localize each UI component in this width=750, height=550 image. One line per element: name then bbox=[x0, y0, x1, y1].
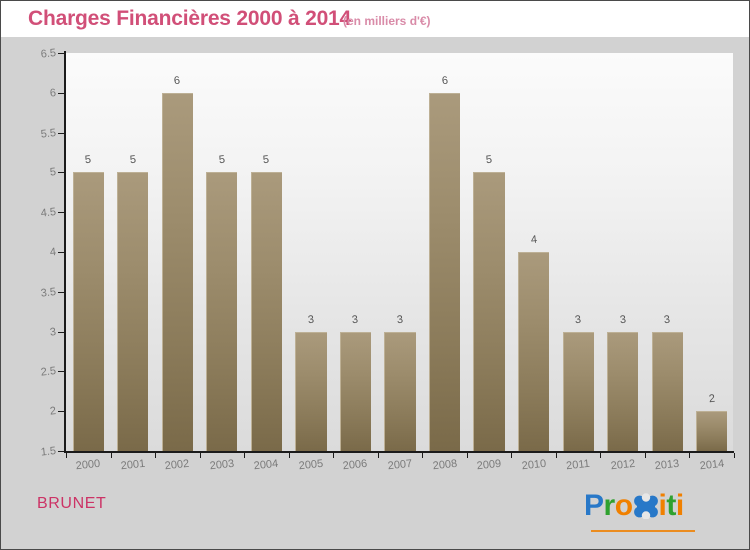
bar[interactable] bbox=[518, 252, 550, 451]
page-title: Charges Financières 2000 à 2014 bbox=[28, 7, 352, 30]
x-axis-tick-label: 2011 bbox=[565, 457, 591, 473]
x-axis-tick bbox=[644, 453, 646, 458]
x-axis-tick-label: 2001 bbox=[119, 457, 146, 473]
bar[interactable] bbox=[607, 331, 639, 451]
y-axis-tick bbox=[58, 132, 64, 134]
x-axis-tick-label: 2014 bbox=[698, 457, 725, 473]
x-axis-tick-label: 2008 bbox=[431, 457, 458, 473]
logo-letter-i2: i bbox=[675, 489, 684, 522]
bar[interactable] bbox=[562, 331, 594, 451]
y-axis-tick-label: 2.5 bbox=[40, 365, 57, 379]
y-axis-tick-label: 6 bbox=[49, 86, 57, 100]
x-axis-tick bbox=[110, 453, 112, 458]
x-axis-tick-label: 2013 bbox=[654, 457, 680, 473]
bar[interactable] bbox=[384, 331, 416, 451]
x-axis-tick bbox=[288, 453, 290, 458]
y-axis-line bbox=[64, 51, 66, 453]
x-axis-tick bbox=[377, 453, 379, 458]
bar[interactable] bbox=[295, 331, 327, 451]
y-axis-tick bbox=[58, 53, 64, 54]
bar[interactable] bbox=[339, 331, 372, 451]
x-axis-tick bbox=[734, 453, 735, 458]
bar[interactable] bbox=[428, 92, 461, 451]
x-axis-tick bbox=[466, 453, 468, 458]
proxiti-logo[interactable]: Pro iti bbox=[584, 489, 684, 529]
chart-units-subtitle: (en milliers d'€) bbox=[343, 14, 431, 28]
y-axis-tick-label: 2 bbox=[49, 405, 57, 418]
x-axis-tick-label: 2002 bbox=[164, 457, 191, 473]
logo-underline bbox=[591, 530, 695, 532]
logo-letter-o: o bbox=[614, 489, 633, 522]
y-axis-tick-label: 4 bbox=[49, 246, 57, 259]
logo-letter-r: r bbox=[603, 489, 616, 522]
y-axis-tick-label: 5 bbox=[49, 166, 57, 179]
y-axis-tick-label: 6.5 bbox=[40, 47, 57, 61]
y-axis-tick bbox=[58, 92, 64, 94]
x-axis-tick bbox=[244, 453, 246, 458]
x-axis-tick bbox=[511, 453, 513, 458]
y-axis-tick bbox=[58, 212, 64, 214]
x-axis-tick bbox=[689, 453, 691, 458]
x-axis-tick-label: 2004 bbox=[253, 457, 280, 473]
logo-letter-i1: i bbox=[658, 489, 667, 522]
x-axis-line bbox=[64, 451, 734, 453]
logo-letter-x-icon bbox=[633, 489, 659, 519]
x-axis-tick-label: 2012 bbox=[609, 457, 636, 473]
x-axis-tick bbox=[422, 453, 424, 458]
bar[interactable] bbox=[117, 172, 149, 451]
x-axis-tick bbox=[600, 453, 602, 458]
y-axis-tick bbox=[58, 291, 64, 293]
logo-letter-t: t bbox=[666, 489, 676, 522]
x-axis-tick-label: 2010 bbox=[520, 457, 547, 473]
y-axis-tick bbox=[58, 172, 64, 174]
y-axis-tick-label: 1.5 bbox=[40, 445, 57, 459]
bar[interactable] bbox=[696, 411, 728, 451]
bar[interactable] bbox=[161, 92, 193, 451]
y-axis-tick bbox=[58, 252, 64, 253]
y-axis-tick-label: 4.5 bbox=[40, 206, 57, 220]
y-axis-labels: 1.5 2 2.5 3 3.5 4 4.5 5 5.5 6 6.5 bbox=[1, 1, 57, 549]
logo-letter-p: P bbox=[584, 489, 604, 522]
bar[interactable] bbox=[72, 172, 104, 451]
x-axis-tick-label: 2009 bbox=[476, 457, 502, 473]
y-axis-tick-label: 5.5 bbox=[40, 126, 57, 141]
x-axis-tick bbox=[199, 453, 201, 458]
y-axis-tick-label: 3 bbox=[49, 325, 57, 339]
y-axis-tick bbox=[58, 331, 64, 333]
x-axis-tick-label: 2003 bbox=[209, 457, 235, 473]
x-axis-tick-label: 2006 bbox=[342, 457, 369, 473]
x-axis-tick-label: 2007 bbox=[387, 457, 413, 473]
x-axis-tick-label: 2005 bbox=[298, 457, 324, 473]
entity-name-label: BRUNET bbox=[37, 495, 107, 512]
bar[interactable] bbox=[206, 172, 238, 451]
bar[interactable] bbox=[651, 331, 683, 451]
header-band: Charges Financières 2000 à 2014 (en mill… bbox=[1, 1, 749, 37]
x-axis-tick bbox=[155, 453, 157, 458]
x-axis-tick bbox=[333, 453, 335, 458]
y-axis-tick-label: 3.5 bbox=[40, 285, 57, 300]
x-axis-tick-label: 2000 bbox=[75, 457, 102, 473]
bar[interactable] bbox=[473, 172, 505, 451]
bar[interactable] bbox=[250, 172, 282, 451]
x-axis-tick bbox=[66, 453, 67, 458]
y-axis-tick bbox=[58, 371, 64, 373]
x-axis-tick bbox=[555, 453, 557, 458]
y-axis-tick bbox=[58, 451, 64, 452]
y-axis-tick bbox=[58, 411, 64, 413]
